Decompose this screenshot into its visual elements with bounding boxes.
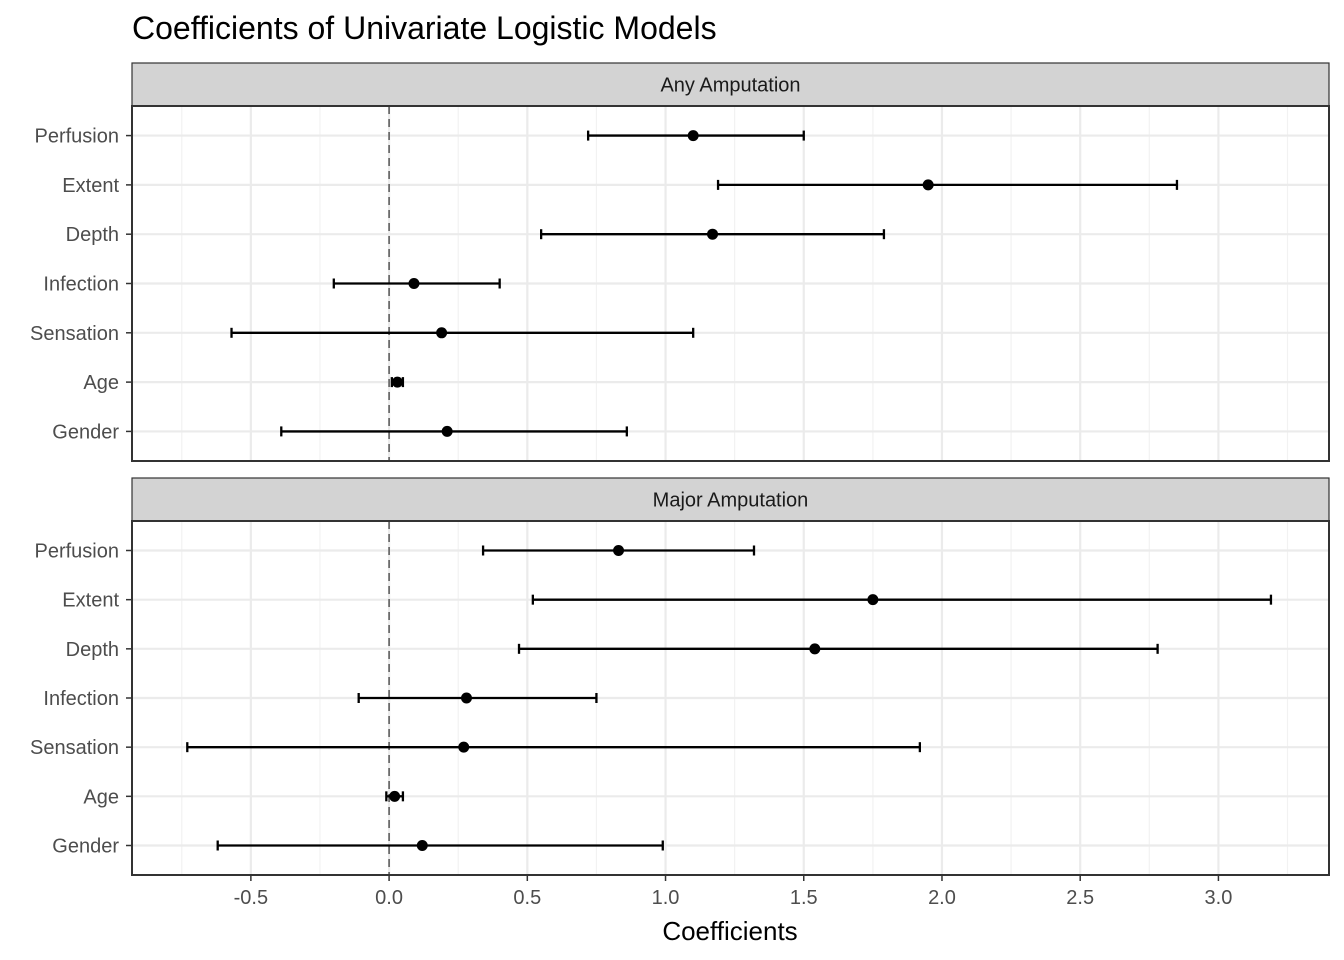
point-estimate-infection — [408, 278, 420, 289]
y-tick-label: Sensation — [30, 323, 119, 345]
point-estimate-depth — [809, 643, 821, 655]
chart-title: Coefficients of Univariate Logistic Mode… — [132, 10, 717, 46]
point-estimate-age — [389, 790, 401, 802]
facet-strip-label: Any Amputation — [660, 75, 800, 97]
point-estimate-perfusion — [687, 130, 699, 142]
y-tick-label: Gender — [52, 836, 119, 858]
x-axis-label: Coefficients — [662, 916, 797, 946]
point-estimate-sensation — [436, 327, 448, 339]
x-tick-label: 0.0 — [375, 887, 403, 909]
y-tick-label: Gender — [52, 421, 119, 443]
panel-border — [131, 105, 1330, 462]
y-tick-label: Sensation — [30, 737, 119, 759]
point-estimate-age — [391, 376, 403, 388]
y-tick-label: Infection — [43, 688, 119, 710]
x-tick-label: -0.5 — [234, 887, 268, 909]
point-estimate-extent — [922, 179, 934, 191]
point-estimate-depth — [707, 228, 719, 240]
x-tick-label: 2.0 — [928, 887, 956, 909]
x-tick-label: 3.0 — [1205, 887, 1233, 909]
y-tick-label: Age — [83, 786, 119, 808]
y-tick-label: Perfusion — [35, 541, 120, 563]
point-estimate-infection — [460, 692, 472, 704]
y-tick-label: Extent — [62, 175, 119, 197]
panel-0: Any Amputation Perfusion Extent Depth Infect… — [30, 62, 1330, 462]
panel-border — [131, 520, 1330, 876]
y-tick-label: Extent — [62, 590, 119, 612]
point-estimate-gender — [416, 840, 428, 851]
x-tick-label: 2.5 — [1066, 887, 1094, 909]
point-estimate-extent — [867, 594, 879, 606]
x-tick-label: 0.5 — [513, 887, 541, 909]
y-tick-label: Infection — [43, 274, 119, 296]
y-tick-label: Perfusion — [35, 126, 120, 148]
y-tick-label: Depth — [66, 639, 119, 661]
point-estimate-sensation — [458, 741, 470, 753]
facet-strip-label: Major Amputation — [653, 490, 809, 512]
y-tick-label: Age — [83, 372, 119, 394]
x-tick-label: 1.0 — [652, 887, 680, 909]
point-estimate-perfusion — [613, 545, 625, 556]
facet-strip — [131, 477, 1330, 522]
panels-group: Any Amputation Perfusion Extent Depth Infect… — [30, 62, 1330, 876]
y-tick-label: Depth — [66, 224, 119, 246]
facet-strip — [131, 62, 1330, 107]
panel-1: Major Amputation Perfusion Extent Depth Infe… — [30, 477, 1330, 876]
x-tick-label: 1.5 — [790, 887, 818, 909]
point-estimate-gender — [441, 425, 453, 437]
x-axis: -0.5 0.0 0.5 1.0 1.5 2.0 2.5 3.0 — [234, 875, 1233, 909]
